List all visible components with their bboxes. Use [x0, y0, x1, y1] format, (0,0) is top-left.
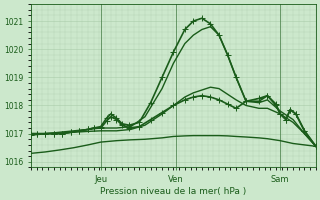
X-axis label: Pression niveau de la mer( hPa ): Pression niveau de la mer( hPa ) [100, 187, 247, 196]
